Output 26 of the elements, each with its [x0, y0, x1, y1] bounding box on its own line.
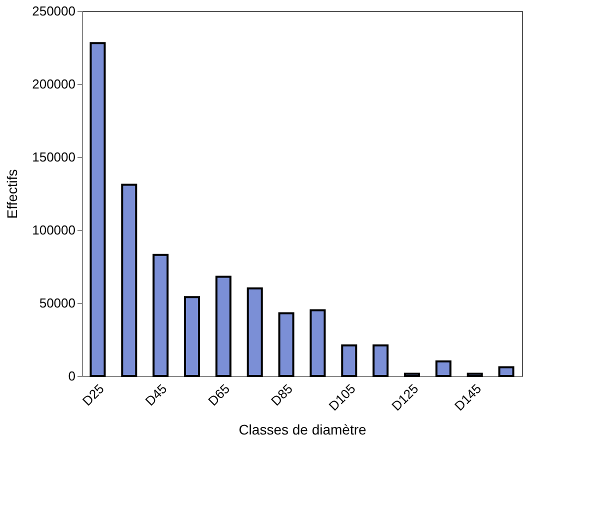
- bar: [372, 344, 389, 377]
- x-tick-label: D25: [79, 381, 107, 409]
- bar: [121, 184, 138, 377]
- bar: [246, 287, 263, 377]
- bar: [90, 42, 106, 377]
- bar: [310, 309, 326, 377]
- bar: [435, 360, 452, 377]
- y-tick-label: 0: [68, 368, 76, 384]
- y-axis-title: Effectifs: [4, 169, 20, 219]
- y-tick-label: 150000: [32, 150, 76, 164]
- x-tick-label: D65: [205, 381, 233, 409]
- bar: [341, 344, 358, 377]
- x-tick-label: D45: [142, 381, 170, 409]
- x-tick-label: D85: [268, 381, 296, 409]
- y-tick-label: 200000: [32, 76, 76, 92]
- y-tick-label: 50000: [39, 296, 76, 310]
- y-tick-label: 100000: [32, 222, 76, 238]
- bar: [215, 276, 232, 377]
- y-tick-label: 250000: [32, 4, 76, 18]
- bar: [466, 372, 483, 377]
- bar: [152, 254, 169, 377]
- bar: [498, 366, 514, 377]
- bar: [278, 312, 294, 377]
- x-axis-title: Classes de diamètre: [238, 422, 367, 438]
- bar: [404, 372, 420, 377]
- bar: [184, 296, 200, 377]
